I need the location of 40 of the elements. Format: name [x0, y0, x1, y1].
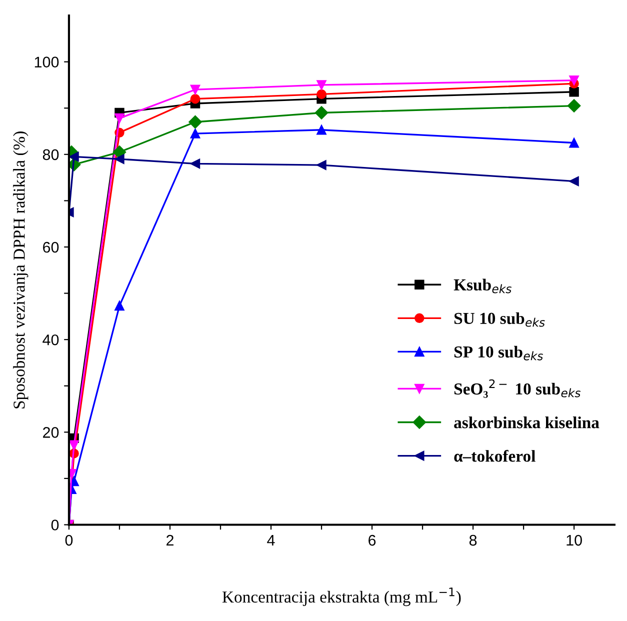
point [190, 128, 200, 138]
x-tick-label: 2 [166, 534, 174, 546]
point [316, 125, 326, 135]
point [314, 106, 328, 120]
x-tick-label: 8 [469, 534, 477, 546]
point [569, 138, 579, 148]
x-tick-label: 10 [566, 534, 582, 546]
legend-label: askorbinska kiselina [454, 416, 600, 428]
point [567, 99, 581, 112]
x-axis-title: Koncentracija ekstrakta (mg mL$^{−1}$) [222, 588, 461, 606]
y-tick-label: 60 [43, 242, 59, 253]
y-tick-label: 100 [34, 56, 59, 68]
point [190, 158, 200, 169]
point [569, 87, 579, 97]
point [190, 84, 200, 94]
point [316, 80, 326, 90]
point [114, 113, 124, 124]
y-tick-label: 0 [51, 520, 59, 530]
legend-label: SU 10 sub$_{eks}$ [454, 312, 545, 327]
x-tick-label: 6 [368, 534, 376, 546]
legend-label: α–tokoferol [454, 450, 536, 462]
point [316, 160, 326, 170]
point [188, 115, 202, 129]
legend-label: Ksub$_{eks}$ [454, 278, 512, 294]
point [69, 152, 79, 162]
y-axis-title: Sposobnost vezivanja DPPH radikala (%) [13, 132, 28, 408]
legend-label: SP 10 sub$_{eks}$ [454, 346, 543, 360]
legend-label: SeO₃$^{2−}$ 10 sub$_{eks}$ [454, 379, 581, 398]
point [190, 94, 200, 104]
y-tick-label: 40 [42, 334, 59, 346]
point [69, 440, 79, 450]
y-tick-label: 20 [43, 427, 59, 438]
x-tick-label: 4 [267, 535, 275, 546]
point [316, 89, 326, 100]
point [569, 176, 579, 186]
x-tick-label: 0 [65, 534, 73, 546]
point [569, 75, 579, 86]
y-tick-label: 80 [42, 149, 59, 160]
point [114, 154, 124, 164]
point [114, 300, 124, 311]
